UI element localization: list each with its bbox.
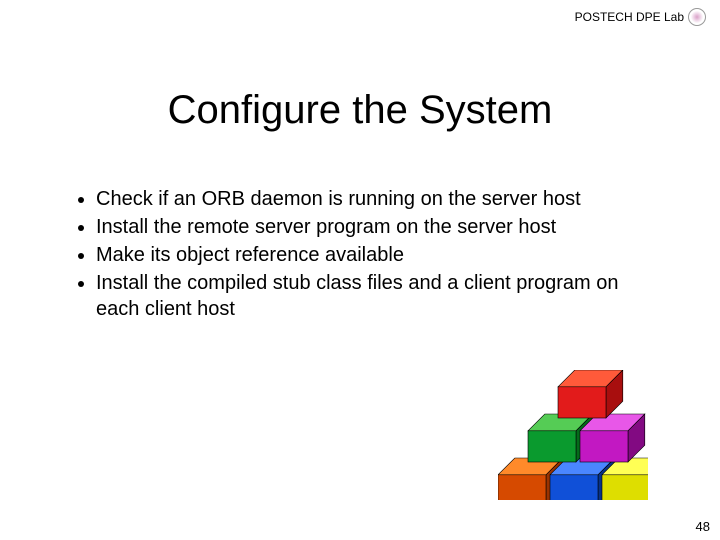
list-item: Install the compiled stub class files an… <box>96 270 652 322</box>
lab-logo-icon <box>688 8 706 26</box>
page-number: 48 <box>696 519 710 534</box>
bullet-list: Check if an ORB daemon is running on the… <box>72 186 652 324</box>
list-item: Install the remote server program on the… <box>96 214 652 240</box>
header-label: POSTECH DPE Lab <box>575 10 684 24</box>
list-item: Check if an ORB daemon is running on the… <box>96 186 652 212</box>
cube-stack-illustration <box>498 370 648 500</box>
header: POSTECH DPE Lab <box>575 8 706 26</box>
list-item: Make its object reference available <box>96 242 652 268</box>
cubes-icon <box>498 370 648 500</box>
slide-title: Configure the System <box>0 88 720 133</box>
slide: POSTECH DPE Lab Configure the System Che… <box>0 0 720 540</box>
